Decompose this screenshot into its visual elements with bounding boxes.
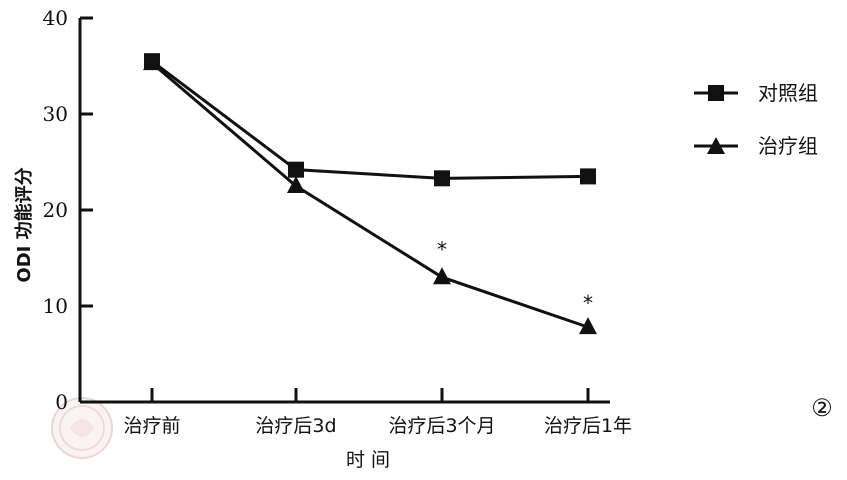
legend-label-treatment: 治疗组 <box>758 134 818 158</box>
series-line-control <box>151 60 589 180</box>
significance-asterisk: * <box>437 237 447 261</box>
y-tick-label: 40 <box>43 6 68 30</box>
y-tick-label: 30 <box>43 102 68 126</box>
significance-asterisk: * <box>583 291 593 315</box>
data-point-treatment <box>433 267 451 285</box>
data-point-treatment <box>579 317 597 335</box>
x-tick-label: 治疗后3个月 <box>388 415 495 437</box>
data-point-treatment <box>287 176 305 193</box>
y-axis-title: ODI 功能评分 <box>13 167 35 282</box>
data-point-treatment <box>143 53 161 71</box>
y-tick-label: 0 <box>55 390 68 414</box>
y-tick-label: 20 <box>43 198 68 222</box>
data-point-control <box>434 170 450 187</box>
x-axis-title: 时 间 <box>346 449 390 471</box>
x-tick-label: 治疗后3d <box>255 415 336 437</box>
watermark-logo <box>51 397 113 459</box>
data-point-control <box>288 161 304 178</box>
legend-marker-triangle <box>707 137 725 154</box>
legend-marker-square <box>708 85 724 101</box>
y-tick-label: 10 <box>43 294 68 318</box>
data-point-control <box>580 168 596 185</box>
series-line-treatment <box>151 61 589 329</box>
x-tick-label: 治疗前 <box>123 415 180 437</box>
panel-label: ② <box>811 394 833 422</box>
x-tick-label: 治疗后1年 <box>544 415 632 437</box>
legend: 对照组 治疗组 <box>694 81 818 158</box>
legend-label-control: 对照组 <box>758 81 818 105</box>
